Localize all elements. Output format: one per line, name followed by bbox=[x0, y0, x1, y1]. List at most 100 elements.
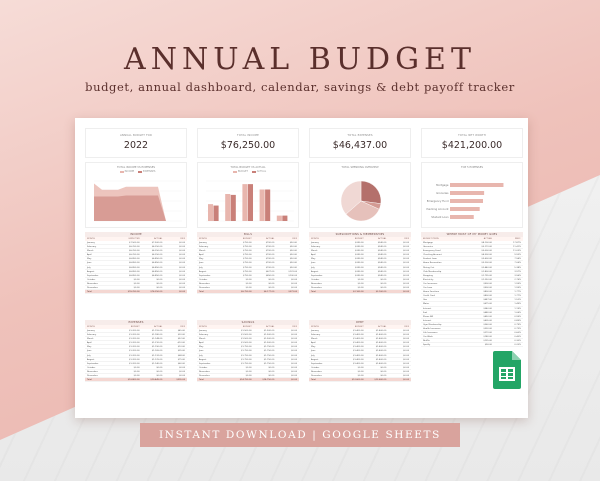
chart-title: TOTAL INCOME VS EXPENSES bbox=[116, 166, 156, 169]
cell-value: $1,500.00 bbox=[241, 342, 252, 345]
cell-month: June bbox=[311, 262, 316, 265]
column-header: BUDGET bbox=[354, 238, 364, 240]
cell-value: $0.00 bbox=[403, 250, 410, 253]
cell-value: $1,750.00 bbox=[241, 354, 252, 357]
cell-total: $76,250.00 bbox=[127, 291, 140, 294]
table-row: August $6,850.00 $6,850.00 $0.00 bbox=[85, 270, 187, 274]
table-row: June $1,200.00 $1,165.00 $35.00 bbox=[85, 349, 187, 354]
table-row: Credit Card $800.00 1.77% bbox=[421, 294, 523, 299]
table-row: May $1,400.00 $1,400.00 $0.00 bbox=[309, 345, 411, 350]
table-title: SAVINGS bbox=[197, 320, 299, 325]
table-row: November $0.00 $0.00 $0.00 bbox=[197, 370, 299, 375]
bar-top-expense bbox=[450, 215, 474, 219]
cell-value: $0.00 bbox=[133, 282, 140, 285]
cell-value: $0.00 bbox=[403, 362, 410, 365]
cell-value: $0.00 bbox=[403, 270, 410, 273]
cell-value: $240.00 bbox=[377, 246, 387, 249]
column-header: DIFF bbox=[292, 238, 298, 240]
cell-value: $900.00 bbox=[483, 282, 492, 285]
cell-value: Health Insurance bbox=[423, 327, 441, 330]
table-row: June $6,850.00 $6,850.00 $0.00 bbox=[85, 261, 187, 266]
cell-month: January bbox=[311, 330, 319, 332]
cell-value: $0.00 bbox=[133, 366, 140, 369]
cell-value: $1,750.00 bbox=[263, 362, 275, 365]
table-row: March $750.00 $700.00 $50.00 bbox=[197, 249, 299, 254]
cell-value: $52.00 bbox=[177, 338, 186, 341]
cell-month: June bbox=[87, 262, 92, 265]
cell-value: 0.99% bbox=[514, 315, 521, 318]
cell-value: $750.00 bbox=[243, 262, 252, 265]
cell-month: September bbox=[199, 362, 211, 365]
cell-value: $0.00 bbox=[179, 246, 186, 249]
cell-value: $0.00 bbox=[291, 354, 298, 357]
cell-month: September bbox=[87, 274, 99, 277]
table-row: March $1,200.00 $1,148.00 $52.00 bbox=[85, 337, 187, 342]
cell-value: $0.00 bbox=[357, 375, 364, 378]
bar-actual bbox=[230, 194, 236, 221]
table-row: August $750.00 $627.00 $123.00 bbox=[197, 270, 299, 274]
cell-total: $2,160.00 bbox=[353, 291, 364, 294]
cell-value: $1,400.00 bbox=[353, 334, 364, 337]
cell-value: $6,250.00 bbox=[151, 254, 163, 257]
cell-value: Emergency Fund bbox=[423, 250, 441, 253]
cell-value: Water bbox=[423, 303, 430, 306]
cell-value: $1,400.00 bbox=[353, 358, 364, 361]
table-header: MONTH EXPECTED ACTUAL DIFF bbox=[85, 237, 187, 241]
cell-month: June bbox=[311, 350, 316, 353]
cell-value: $0.00 bbox=[268, 370, 275, 373]
cell-value: $0.00 bbox=[245, 366, 252, 369]
table-row: August $240.00 $240.00 $0.00 bbox=[309, 270, 411, 274]
cell-value: $0.00 bbox=[245, 287, 252, 290]
chart-title: TOP 5 EXPENSES bbox=[461, 166, 483, 169]
cell-month: November bbox=[311, 370, 322, 373]
table-row: Spotify $90.00 0.20% bbox=[421, 343, 523, 348]
cell-value: $50.00 bbox=[289, 250, 298, 253]
cell-value: $0.00 bbox=[179, 278, 186, 281]
cell-value: $1,795.00 bbox=[481, 274, 492, 277]
cell-month: July bbox=[311, 354, 315, 357]
cell-month: May bbox=[199, 258, 204, 261]
cell-value: $1,190.00 bbox=[151, 346, 163, 349]
cell-value: $240.00 bbox=[355, 270, 364, 273]
cell-value: $6,850.00 bbox=[129, 270, 140, 273]
cell-value: 0.60% bbox=[514, 332, 521, 335]
cell-value: 11.03% bbox=[513, 250, 521, 253]
table-row: March $1,400.00 $1,400.00 $0.00 bbox=[309, 337, 411, 342]
bar-actual bbox=[265, 189, 271, 221]
cell-total: $12,600.00 bbox=[374, 379, 387, 382]
table-row: April $1,400.00 $1,400.00 $0.00 bbox=[309, 341, 411, 346]
cell-value: $1,400.00 bbox=[375, 330, 387, 332]
column-header: MONTH bbox=[87, 326, 95, 328]
column-header: BUDGET bbox=[354, 326, 364, 328]
cell-value: $1,500.00 bbox=[263, 342, 275, 345]
table-header: BUDGET ITEMS ACTUAL PERC. bbox=[421, 237, 523, 241]
cell-total: Total bbox=[87, 379, 92, 382]
cell-value: $0.00 bbox=[403, 375, 410, 378]
cell-value: Internet bbox=[423, 307, 432, 310]
cell-month: February bbox=[311, 334, 321, 337]
table-total-row: Total $76,250.00 $76,250.00 $0.00 bbox=[85, 290, 187, 295]
cell-month: January bbox=[87, 242, 95, 244]
cell-value: Internet bbox=[423, 319, 432, 322]
column-header: BUDGET bbox=[130, 326, 140, 328]
kpi-value: 2022 bbox=[123, 140, 149, 151]
cell-value: $1,400.00 bbox=[353, 342, 364, 345]
cell-value: Life Insurance bbox=[423, 332, 438, 335]
cell-month: July bbox=[87, 354, 91, 357]
cell-value: $1,500.00 bbox=[241, 330, 252, 332]
cell-value: $0.00 bbox=[133, 370, 140, 373]
table-row: September $1,400.00 $1,400.00 $0.00 bbox=[309, 362, 411, 366]
table-row: Life Insurance $270.00 0.60% bbox=[421, 331, 523, 336]
column-header: ACTUAL bbox=[378, 238, 387, 240]
cell-value: $10.00 bbox=[177, 346, 186, 349]
bar-top-expense bbox=[450, 191, 485, 195]
download-banner: INSTANT DOWNLOAD | GOOGLE SHEETS bbox=[140, 423, 460, 447]
cell-value: $0.00 bbox=[245, 370, 252, 373]
column-header: MONTH bbox=[311, 326, 319, 328]
table-row: September $6,850.00 $6,850.00 $0.00 bbox=[85, 274, 187, 278]
cell-value: $0.00 bbox=[179, 250, 186, 253]
table-row: May $1,750.00 $1,750.00 $0.00 bbox=[197, 345, 299, 350]
cell-month: March bbox=[87, 338, 94, 341]
cell-value: $0.00 bbox=[357, 366, 364, 369]
cell-value: $68.00 bbox=[177, 354, 186, 357]
